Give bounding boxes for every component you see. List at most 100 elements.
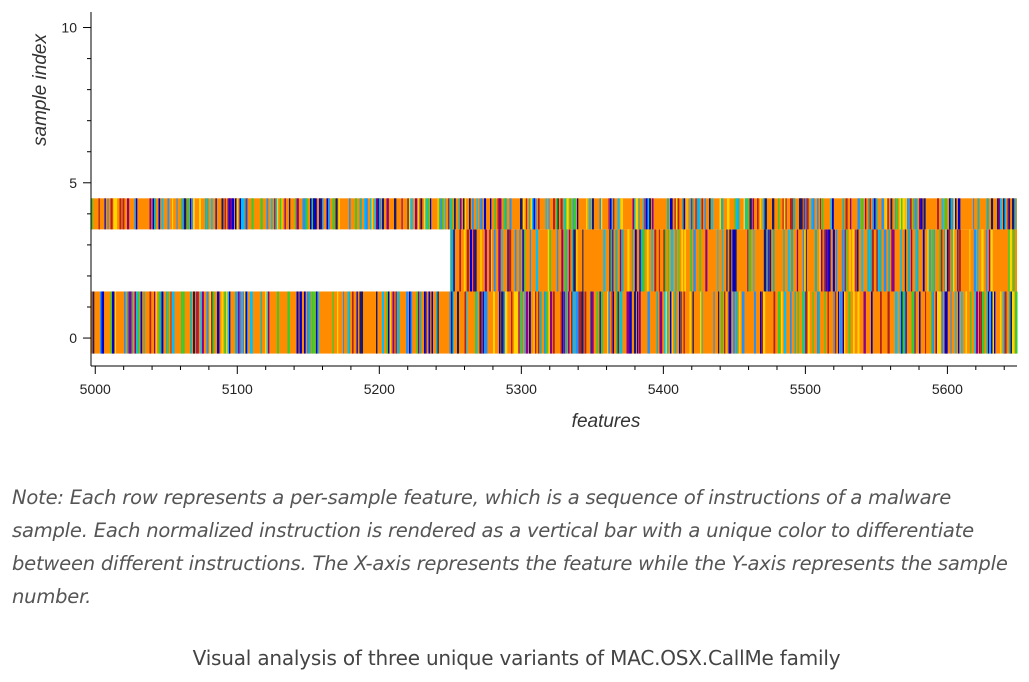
instruction-bar <box>891 229 893 292</box>
instruction-bar <box>451 291 454 354</box>
instruction-bar <box>805 198 808 230</box>
instruction-bar <box>647 198 650 230</box>
instruction-bar <box>115 198 118 230</box>
instruction-bar <box>743 198 746 230</box>
instruction-bar <box>449 198 452 230</box>
instruction-bar <box>227 198 230 230</box>
instruction-bar <box>355 198 357 230</box>
instruction-bar <box>769 229 772 292</box>
instruction-bar <box>804 229 807 292</box>
instruction-bar <box>226 291 229 354</box>
instruction-bar <box>627 229 630 292</box>
instruction-bar <box>568 291 570 354</box>
instruction-bar <box>445 198 447 230</box>
instruction-bar <box>452 291 454 354</box>
instruction-bar <box>389 291 392 354</box>
x-tick-label: 5300 <box>506 381 537 397</box>
instruction-bar <box>490 198 492 230</box>
instruction-bar <box>158 198 161 230</box>
instruction-bar <box>814 229 818 292</box>
instruction-bar <box>476 198 478 230</box>
instruction-bar <box>910 229 913 292</box>
instruction-bar <box>469 229 473 292</box>
instruction-bar <box>472 198 474 230</box>
instruction-bar <box>991 291 993 354</box>
instruction-bar <box>832 198 834 230</box>
instruction-bar <box>236 291 238 354</box>
x-tick-label: 5200 <box>364 381 395 397</box>
instruction-bar <box>463 229 466 292</box>
instruction-bar <box>459 229 462 292</box>
instruction-bar <box>311 198 314 230</box>
instruction-bar <box>944 291 947 354</box>
instruction-bar <box>754 291 756 354</box>
instruction-bar <box>1004 291 1007 354</box>
instruction-bar <box>335 198 338 230</box>
instruction-bar <box>224 198 226 230</box>
y-tick-label: 10 <box>61 20 77 36</box>
instruction-bar <box>919 291 921 354</box>
instruction-bar <box>691 198 693 230</box>
instruction-bar <box>245 291 248 354</box>
instruction-bar <box>729 229 732 292</box>
instruction-bar <box>675 229 677 292</box>
instruction-bar <box>941 198 944 230</box>
instruction-bar <box>161 198 164 230</box>
instruction-bar <box>649 198 652 230</box>
instruction-bar <box>610 198 612 230</box>
instruction-bar <box>533 291 535 354</box>
instruction-bar <box>131 291 133 354</box>
instruction-bar <box>239 198 242 230</box>
instruction-bar <box>977 198 980 230</box>
instruction-bar <box>689 291 692 354</box>
instruction-bar <box>304 291 306 354</box>
instruction-bar <box>119 198 122 230</box>
instruction-bar <box>849 229 851 292</box>
instruction-bar <box>945 229 948 292</box>
instruction-bar <box>665 291 668 354</box>
instruction-bar <box>451 229 455 292</box>
instruction-bar <box>907 229 911 292</box>
instruction-bar <box>626 291 629 354</box>
instruction-bar <box>295 198 297 230</box>
instruction-bar <box>803 291 806 354</box>
instruction-bar <box>667 198 670 230</box>
instruction-bar <box>480 229 482 292</box>
instruction-bar <box>474 229 477 292</box>
instruction-bar <box>796 229 799 292</box>
instruction-bar <box>450 229 453 292</box>
x-tick-label: 5400 <box>648 381 679 397</box>
instruction-bar <box>1003 291 1006 354</box>
instruction-bar <box>115 291 117 354</box>
instruction-bar <box>670 229 674 292</box>
instruction-bar <box>505 291 508 354</box>
instruction-bar <box>155 291 157 354</box>
x-tick-label: 5500 <box>790 381 821 397</box>
instruction-bar <box>948 229 951 292</box>
instruction-bar <box>577 198 579 230</box>
instruction-bar <box>460 198 462 230</box>
instruction-bar <box>601 198 603 230</box>
instruction-bar <box>821 198 824 230</box>
instruction-bar <box>196 291 198 354</box>
instruction-bar <box>281 198 283 230</box>
instruction-bar <box>437 198 439 230</box>
instruction-bar <box>127 198 130 230</box>
instruction-bar <box>613 291 615 354</box>
instruction-bar <box>130 291 132 354</box>
instruction-bar <box>247 198 249 230</box>
instruction-bar <box>230 198 233 230</box>
instruction-bar <box>238 291 240 354</box>
figure-caption: Visual analysis of three unique variants… <box>192 646 841 670</box>
instruction-bar <box>538 291 540 354</box>
instruction-bar <box>493 291 495 354</box>
instruction-bar <box>425 198 428 230</box>
instruction-bar <box>701 291 703 354</box>
instruction-bar <box>493 229 496 292</box>
instruction-bar <box>287 291 290 354</box>
instruction-bar <box>811 198 814 230</box>
instruction-bar <box>683 291 685 354</box>
instruction-bar <box>244 291 246 354</box>
instruction-bar <box>424 198 426 230</box>
instruction-bar <box>449 291 452 354</box>
